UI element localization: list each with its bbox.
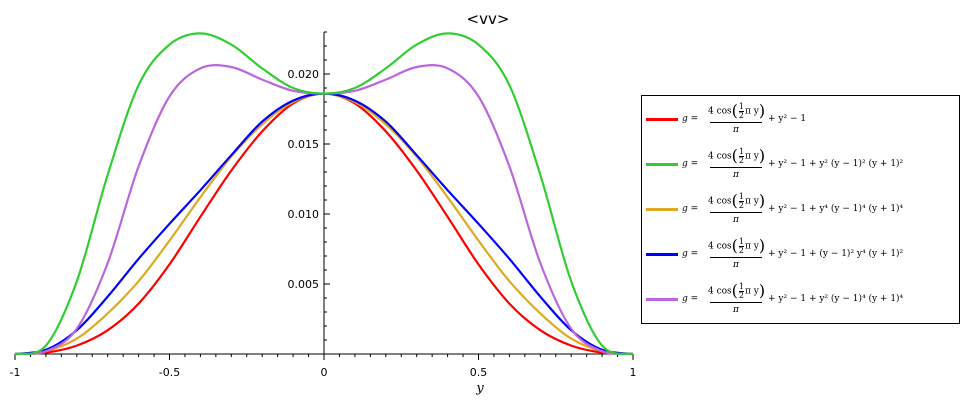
legend-swatch: [646, 253, 678, 256]
legend-swatch: [646, 298, 678, 301]
half-denominator: 2: [738, 155, 745, 165]
legend: g = 4 cos(1 2 π y) π + y² − 1 g = 4 cos(1 2…: [641, 95, 960, 324]
chart-title: <vv>: [467, 10, 510, 28]
formula-numerator: 4 cos(1 2 π y): [708, 281, 766, 300]
formula-fraction: 4 cos(1 2 π y) π: [708, 145, 766, 182]
legend-swatch: [646, 118, 678, 121]
formula-fraction: 4 cos(1 2 π y) π: [708, 100, 766, 137]
formula-lhs: g =: [682, 249, 699, 259]
numerator-post: π y: [745, 241, 759, 252]
half-numerator: 1: [738, 236, 745, 246]
formula-fraction: 4 cos(1 2 π y) π: [708, 280, 766, 317]
half-numerator: 1: [738, 101, 745, 111]
y-tick-label: 0.020: [288, 68, 320, 81]
legend-entry: g = 4 cos(1 2 π y) π + y² − 1 + y² (y − 1)…: [642, 278, 960, 322]
numerator-post: π y: [745, 286, 759, 297]
legend-formula: g = 4 cos(1 2 π y) π + y² − 1 + y² (y − 1)…: [682, 143, 960, 187]
formula-tail: + y² − 1 + y² (y − 1)² (y + 1)²: [768, 159, 904, 169]
formula-numerator: 4 cos(1 2 π y): [708, 146, 766, 165]
formula-lhs: g =: [682, 159, 699, 169]
formula-fraction: 4 cos(1 2 π y) π: [708, 190, 766, 227]
formula-tail: + y² − 1 + y⁴ (y − 1)⁴ (y + 1)⁴: [768, 204, 904, 214]
legend-formula: g = 4 cos(1 2 π y) π + y² − 1 + y² (y − 1)…: [682, 278, 960, 322]
numerator-pre: 4 cos: [708, 151, 732, 162]
x-axis-label: y: [475, 381, 484, 396]
formula-tail: + y² − 1 + (y − 1)² y⁴ (y + 1)²: [768, 249, 904, 259]
legend-entry: g = 4 cos(1 2 π y) π + y² − 1 + (y − 1)² y…: [642, 233, 960, 277]
formula-numerator: 4 cos(1 2 π y): [708, 236, 766, 255]
numerator-pre: 4 cos: [708, 106, 732, 117]
legend-entry: g = 4 cos(1 2 π y) π + y² − 1: [642, 98, 960, 142]
y-tick-label: 0.005: [288, 278, 320, 291]
legend-swatch: [646, 208, 678, 211]
x-tick-label: 1: [630, 366, 637, 379]
formula-fraction: 4 cos(1 2 π y) π: [708, 235, 766, 272]
series-layer: [14, 32, 634, 356]
numerator-post: π y: [745, 196, 759, 207]
formula-denominator: π: [733, 215, 739, 225]
formula-lhs: g =: [682, 114, 699, 124]
half-numerator: 1: [738, 146, 745, 156]
half-denominator: 2: [738, 245, 745, 255]
legend-entry: g = 4 cos(1 2 π y) π + y² − 1 + y⁴ (y − 1)…: [642, 188, 960, 232]
numerator-pre: 4 cos: [708, 196, 732, 207]
half-numerator: 1: [738, 281, 745, 291]
half-numerator: 1: [738, 191, 745, 201]
half-denominator: 2: [738, 200, 745, 210]
half-denominator: 2: [738, 110, 745, 120]
formula-lhs: g =: [682, 204, 699, 214]
numerator-post: π y: [745, 151, 759, 162]
formula-tail: + y² − 1 + y² (y − 1)⁴ (y + 1)⁴: [768, 294, 904, 304]
numerator-pre: 4 cos: [708, 241, 732, 252]
numerator-post: π y: [745, 106, 759, 117]
formula-denominator: π: [733, 260, 739, 270]
series-line: [14, 32, 634, 356]
legend-formula: g = 4 cos(1 2 π y) π + y² − 1 + (y − 1)² y…: [682, 233, 960, 277]
x-tick-label: 0: [321, 366, 328, 379]
formula-denominator: π: [733, 170, 739, 180]
legend-formula: g = 4 cos(1 2 π y) π + y² − 1: [682, 98, 960, 142]
formula-tail: + y² − 1: [768, 114, 807, 124]
formula-numerator: 4 cos(1 2 π y): [708, 191, 766, 210]
axes: -1 -0.5 0 0.5 1 0.005 0.010 0.015 0.020: [10, 31, 637, 379]
formula-denominator: π: [733, 305, 739, 315]
y-tick-label: 0.015: [288, 138, 320, 151]
x-tick-label: 0.5: [470, 366, 488, 379]
legend-entry: g = 4 cos(1 2 π y) π + y² − 1 + y² (y − 1)…: [642, 143, 960, 187]
formula-lhs: g =: [682, 294, 699, 304]
formula-numerator: 4 cos(1 2 π y): [708, 101, 766, 120]
legend-swatch: [646, 163, 678, 166]
legend-formula: g = 4 cos(1 2 π y) π + y² − 1 + y⁴ (y − 1)…: [682, 188, 960, 232]
y-tick-label: 0.010: [288, 208, 320, 221]
numerator-pre: 4 cos: [708, 286, 732, 297]
formula-denominator: π: [733, 125, 739, 135]
half-denominator: 2: [738, 290, 745, 300]
x-tick-label: -1: [10, 366, 21, 379]
x-tick-label: -0.5: [159, 366, 180, 379]
